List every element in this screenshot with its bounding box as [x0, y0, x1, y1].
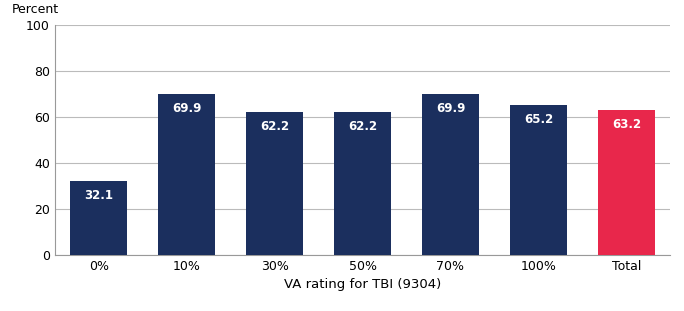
Text: 69.9: 69.9 — [436, 102, 465, 115]
Text: Percent: Percent — [12, 3, 59, 16]
Text: 63.2: 63.2 — [611, 118, 641, 131]
Bar — [70, 181, 127, 255]
Bar — [598, 109, 655, 255]
Text: 69.9: 69.9 — [172, 102, 201, 115]
Bar — [510, 105, 567, 255]
Bar — [334, 112, 391, 255]
Bar — [158, 94, 215, 255]
Text: 65.2: 65.2 — [524, 113, 553, 126]
Text: 32.1: 32.1 — [84, 189, 113, 202]
Text: 62.2: 62.2 — [348, 120, 377, 133]
X-axis label: VA rating for TBI (9304): VA rating for TBI (9304) — [284, 278, 441, 291]
Bar — [422, 94, 479, 255]
Bar — [246, 112, 303, 255]
Text: 62.2: 62.2 — [260, 120, 289, 133]
